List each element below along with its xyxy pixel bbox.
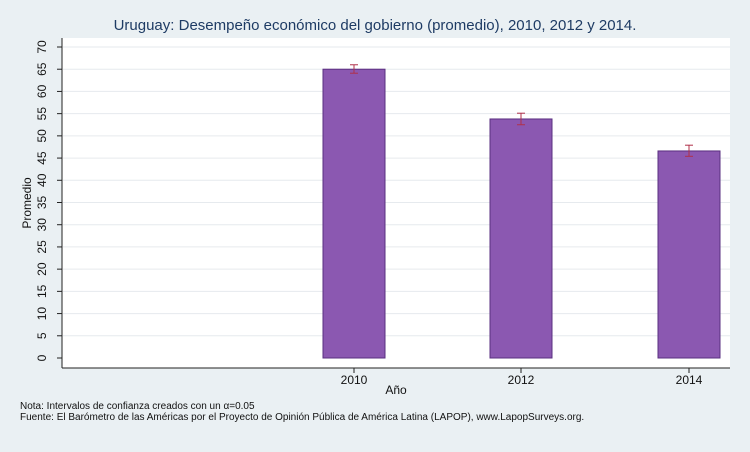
y-tick-label: 20 — [35, 262, 49, 276]
y-ticks: 0 5 10 15 20 25 30 35 40 45 50 55 60 65 70 — [35, 40, 62, 361]
y-axis-label: Promedio — [20, 177, 34, 229]
x-ticks: 2010 2012 2014 — [341, 368, 703, 387]
y-tick-label: 45 — [35, 151, 49, 165]
y-tick-label: 50 — [35, 129, 49, 143]
y-tick-label: 65 — [35, 62, 49, 76]
x-axis-label: Año — [385, 383, 407, 397]
bar-2014 — [657, 150, 721, 359]
bar-2010 — [322, 68, 386, 359]
y-tick-label: 60 — [35, 84, 49, 98]
note-confidence-interval: Nota: Intervalos de confianza creados co… — [20, 401, 255, 412]
bars — [322, 68, 721, 359]
x-tick-label-2010: 2010 — [341, 373, 368, 387]
y-tick-label: 25 — [35, 240, 49, 254]
y-tick-label: 15 — [35, 284, 49, 298]
bar-2012 — [489, 118, 553, 359]
y-tick-label: 5 — [35, 332, 49, 339]
y-tick-label: 35 — [35, 196, 49, 210]
y-tick-label: 70 — [35, 40, 49, 54]
y-tick-label: 10 — [35, 307, 49, 321]
x-tick-label-2014: 2014 — [676, 373, 703, 387]
x-tick-label-2012: 2012 — [508, 373, 535, 387]
y-tick-label: 30 — [35, 218, 49, 232]
grid-lines — [63, 46, 730, 337]
y-tick-label: 0 — [35, 354, 49, 361]
y-tick-label: 55 — [35, 107, 49, 121]
y-tick-label: 40 — [35, 173, 49, 187]
note-source: Fuente: El Barómetro de las Américas por… — [20, 412, 585, 423]
error-bars — [350, 64, 693, 157]
chart-title: Uruguay: Desempeño económico del gobiern… — [113, 17, 637, 34]
